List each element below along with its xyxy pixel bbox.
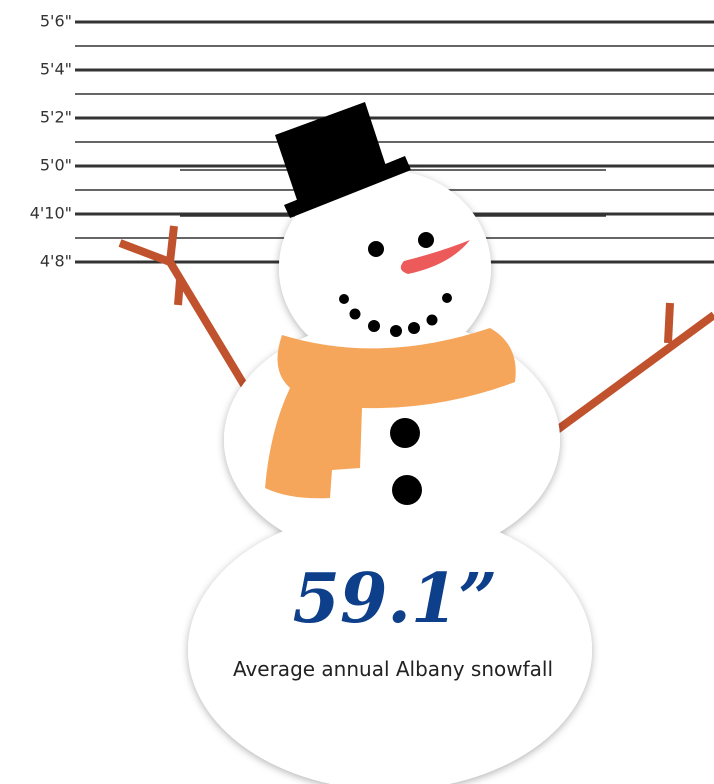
infographic: 5'6" 5'4" 5'2" 5'0" 4'10" 4'8" 59.1” Average … (0, 0, 714, 784)
height-label: 4'8" (40, 252, 72, 271)
height-label: 5'6" (40, 12, 72, 31)
stat-caption: Average annual Albany snowfall (233, 657, 553, 681)
stat-value: 59.1” (293, 559, 498, 639)
height-label: 5'4" (40, 60, 72, 79)
height-label: 4'10" (30, 204, 72, 223)
height-label: 5'2" (40, 108, 72, 127)
left-arm (120, 226, 258, 408)
height-label: 5'0" (40, 156, 72, 175)
